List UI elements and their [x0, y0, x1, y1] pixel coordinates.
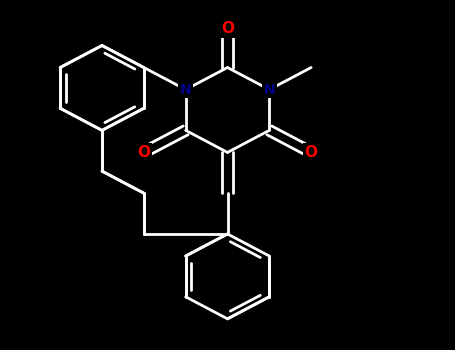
Text: O: O	[305, 145, 318, 160]
Text: N: N	[263, 83, 275, 97]
Text: O: O	[137, 145, 150, 160]
Text: O: O	[221, 21, 234, 36]
Text: N: N	[180, 83, 192, 97]
